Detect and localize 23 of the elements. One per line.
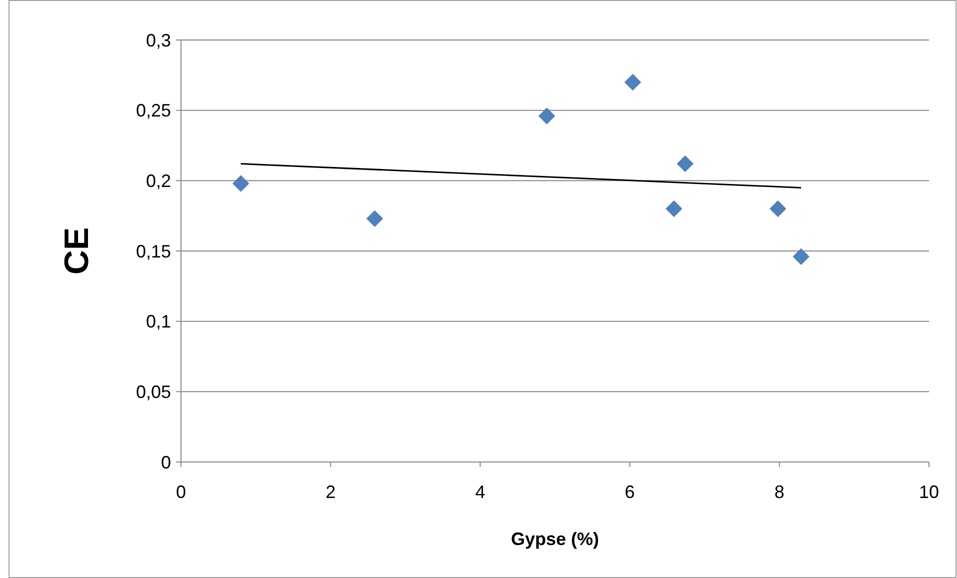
point bbox=[676, 156, 694, 172]
y-tick-label: 0,1 bbox=[146, 312, 171, 332]
x-tick-label: 10 bbox=[918, 482, 940, 502]
point bbox=[666, 200, 682, 217]
x-axis-title: Gypse (%) bbox=[510, 529, 600, 549]
y-tick-label: 0 bbox=[160, 452, 171, 472]
x-tick-label: 4 bbox=[475, 482, 486, 502]
point bbox=[770, 200, 786, 217]
x-tick-label: 2 bbox=[326, 482, 336, 502]
point bbox=[624, 74, 641, 90]
point bbox=[538, 108, 555, 124]
y-tick-label: 0,15 bbox=[136, 241, 171, 262]
x-tick-label: 6 bbox=[624, 482, 635, 502]
y-tick-label: 0,25 bbox=[136, 100, 171, 121]
y-axis-title: CE bbox=[58, 227, 96, 275]
point bbox=[232, 175, 250, 192]
point bbox=[792, 248, 810, 265]
x-tick-label: 0 bbox=[176, 482, 186, 502]
point bbox=[366, 210, 383, 227]
y-tick-label: 0,05 bbox=[136, 382, 171, 402]
x-tick-label: 8 bbox=[774, 482, 784, 502]
y-tick-label: 0,3 bbox=[146, 30, 171, 50]
y-tick-label: 0,2 bbox=[146, 170, 171, 191]
